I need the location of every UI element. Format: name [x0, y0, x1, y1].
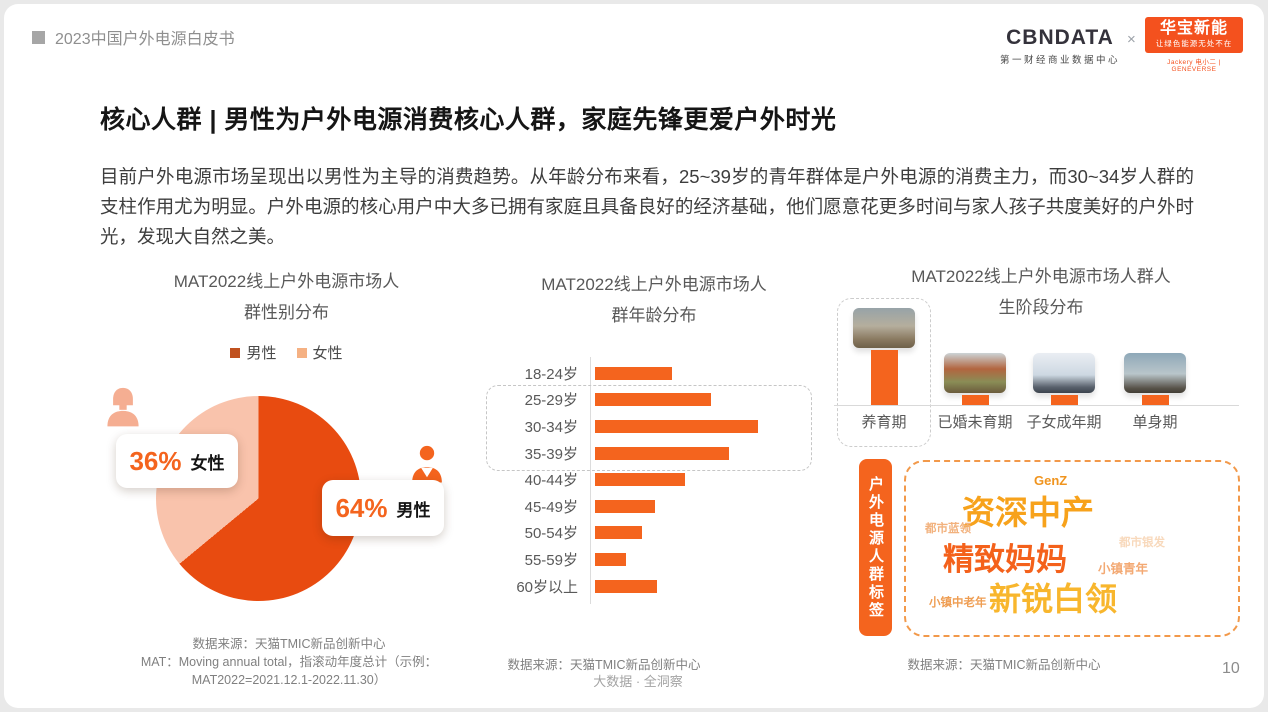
age-row: 60岁以上	[484, 573, 814, 600]
age-row: 55-59岁	[484, 546, 814, 573]
tag-cloud: GenZ 资深中产 都市蓝领精致妈妈 都市银发小镇青年小镇中老年 新锐白领	[904, 460, 1240, 637]
tag-word: 都市银发	[1119, 537, 1165, 549]
age-bar	[595, 393, 711, 407]
age-bar	[595, 419, 758, 433]
lifestage-bar	[961, 395, 989, 405]
age-bar	[595, 526, 643, 540]
tag-word: 资深中产	[962, 494, 1094, 531]
age-tick-label: 60岁以上	[516, 578, 578, 596]
lifestage-col-single	[1120, 353, 1190, 405]
age-tick-label: 35-39岁	[524, 445, 578, 463]
age-chart-axis	[590, 357, 591, 604]
lifestage-label: 已婚未育期	[937, 414, 1013, 431]
page-number: 10	[1222, 660, 1240, 677]
female-label: 女性	[190, 453, 225, 473]
age-tick-label: 40-44岁	[524, 472, 578, 490]
age-row: 50-54岁	[484, 520, 814, 547]
female-callout: 36% 女性	[116, 434, 238, 488]
age-row: 25-29岁	[484, 387, 814, 414]
lifestage-col-parenting	[849, 308, 919, 405]
gender-chart-source: 数据来源：天猫TMIC新品创新中心 MAT：Moving annual tota…	[140, 637, 438, 688]
tag-word: 都市蓝领	[925, 523, 971, 535]
age-row: 40-44岁	[484, 466, 814, 493]
age-tick-label: 45-49岁	[524, 498, 578, 516]
gender-chart-title: MAT2022线上户外电源市场人 群性别分布	[173, 272, 400, 322]
slide-card: 2023中国户外电源白皮书 CBNDATA 第一财经商业数据中心 × 华宝新能 …	[4, 4, 1264, 708]
lifestage-label: 养育期	[861, 414, 907, 431]
age-row: 45-49岁	[484, 493, 814, 520]
age-highlight-box	[486, 385, 812, 471]
legend-item-male: 男性	[230, 342, 277, 363]
age-tick-label: 50-54岁	[524, 525, 578, 543]
lifestage-bar	[1050, 395, 1078, 405]
legend-item-female: 女性	[296, 342, 343, 363]
age-bar	[595, 366, 672, 380]
male-callout: 64% 男性	[322, 480, 444, 536]
lifestage-label: 单身期	[1132, 414, 1178, 431]
female-percent: 36%	[129, 445, 182, 476]
male-percent: 64%	[335, 492, 388, 523]
cbndata-logo: CBNDATA 第一财经商业数据中心	[996, 26, 1124, 66]
huabao-logo: 华宝新能 让绿色能源无处不在	[1145, 17, 1243, 53]
age-tick-label: 18-24岁	[524, 365, 578, 383]
age-chart-source: 数据来源：天猫TMIC新品创新中心	[507, 658, 701, 672]
age-bar	[595, 579, 657, 593]
age-row: 35-39岁	[484, 440, 814, 467]
breadcrumb: 2023中国户外电源白皮书	[32, 25, 235, 49]
tag-word: 小镇青年	[1098, 562, 1149, 576]
breadcrumb-label: 2023中国户外电源白皮书	[55, 31, 235, 48]
lifestage-bar	[1141, 395, 1169, 405]
gender-legend: 男性 女性	[104, 342, 469, 363]
lifestage-chart-plot: 养育期 已婚未育期 子女成年期 单身期	[834, 297, 1246, 449]
age-bar	[595, 473, 685, 487]
lifestage-axis	[834, 405, 1239, 406]
mountain-hiker-photo	[1124, 353, 1186, 394]
lifestage-col-adultkids	[1029, 353, 1099, 405]
age-row: 18-24岁	[484, 360, 814, 387]
age-bar	[595, 552, 626, 566]
age-tick-label: 30-34岁	[524, 418, 578, 436]
cbndata-logo-subtext: 第一财经商业数据中心	[999, 55, 1120, 66]
camping-family-photo	[853, 308, 915, 348]
age-chart-title: MAT2022线上户外电源市场人 群年龄分布	[541, 275, 767, 325]
lifestage-chart-title: MAT2022线上户外电源市场人群人 生阶段分布	[911, 267, 1171, 317]
male-label: 男性	[396, 500, 431, 520]
female-person-icon	[107, 387, 139, 427]
breadcrumb-square-icon	[32, 30, 45, 44]
tag-panel-label: 户外电源人群标签	[867, 475, 884, 620]
body-paragraph: 目前户外电源市场呈现出以男性为主导的消费趋势。从年龄分布来看，25~39岁的青年…	[100, 166, 1194, 247]
age-chart-plot: 18-24岁 25-29岁 30-34岁 35-39岁 40-44岁 45-49岁 50-5…	[484, 360, 814, 599]
lifestage-label: 子女成年期	[1026, 414, 1102, 431]
tag-word: GenZ	[1034, 473, 1068, 488]
lifestage-highlight-box	[837, 298, 931, 447]
lifestage-chart-source: 数据来源：天猫TMIC新品创新中心	[907, 658, 1101, 672]
age-bar	[595, 446, 729, 460]
desert-couple-photo	[944, 353, 1006, 394]
page-title: 核心人群 | 男性为户外电源消费核心人群，家庭先锋更爱户外时光	[100, 106, 837, 134]
male-person-icon	[412, 445, 442, 483]
age-row: 30-34岁	[484, 413, 814, 440]
tag-panel: 户外电源人群标签	[859, 459, 892, 636]
huabao-tagline: Jackery 电小二 | GENEVERSE	[1167, 59, 1221, 73]
age-bar	[595, 499, 656, 513]
lifestage-col-married	[940, 353, 1010, 405]
cbndata-logo-text: CBNDATA	[1006, 26, 1114, 49]
female-legend-swatch	[296, 347, 307, 358]
age-tick-label: 55-59岁	[524, 551, 578, 569]
tag-word: 新锐白领	[989, 581, 1118, 617]
footer-slogan: 大数据 · 全洞察	[593, 674, 683, 689]
lifestage-bar	[870, 350, 898, 405]
age-tick-label: 25-29岁	[524, 392, 578, 410]
logo-separator: ×	[1127, 31, 1136, 48]
tag-word: 小镇中老年	[929, 597, 987, 609]
male-legend-swatch	[230, 347, 241, 358]
huabao-logo-text: 华宝新能	[1159, 20, 1228, 37]
huabao-logo-subtext: 让绿色能源无处不在	[1155, 39, 1233, 49]
snow-offroad-photo	[1033, 353, 1095, 394]
tag-word: 精致妈妈	[943, 542, 1067, 577]
